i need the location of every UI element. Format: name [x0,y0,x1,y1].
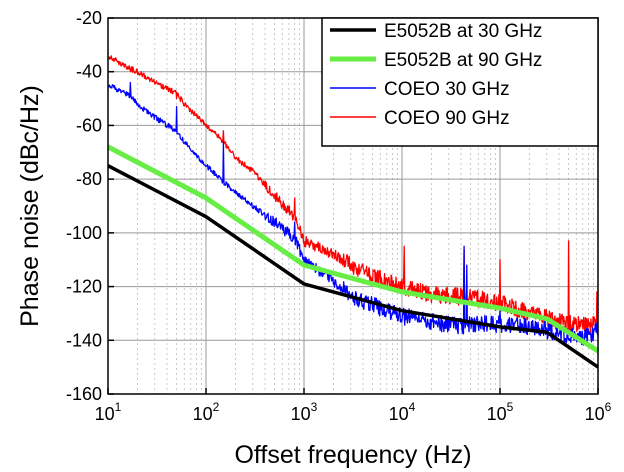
series-layer [106,55,600,369]
series-line-0 [107,164,599,369]
y-axis-title: Phase noise (dBc/Hz) [16,85,44,327]
axis-ticks: 101 102 103 104 105 106 -160 -140 -120 -100 -80 -60… [66,8,612,424]
legend-label: E5052B at 30 GHz [384,21,542,42]
legend-label: COEO 30 GHz [384,79,510,100]
y-tick-label: -140 [66,330,102,350]
series-line-2 [107,81,599,346]
y-tick-label: -100 [66,223,102,243]
y-tick-label: -80 [76,169,102,189]
y-tick-label: -40 [76,62,102,82]
legend-label: COEO 90 GHz [384,108,510,129]
x-tick-label: 106 [585,400,612,424]
x-tick-label: 105 [487,400,514,424]
x-axis-title: Offset frequency (Hz) [234,441,471,469]
legend-box [321,17,599,147]
legend-label: E5052B at 90 GHz [384,50,542,71]
y-tick-label: -20 [76,8,102,28]
x-tick-label: 104 [389,400,416,424]
x-tick-label: 101 [95,400,122,424]
legend: E5052B at 30 GHz E5052B at 90 GHz COEO 30 … [321,17,599,147]
series-line-1 [106,144,600,354]
x-tick-label: 103 [291,400,318,424]
y-tick-label: -160 [66,384,102,404]
y-tick-label: -120 [66,277,102,297]
y-tick-label: -60 [76,115,102,135]
x-tick-label: 102 [193,400,220,424]
